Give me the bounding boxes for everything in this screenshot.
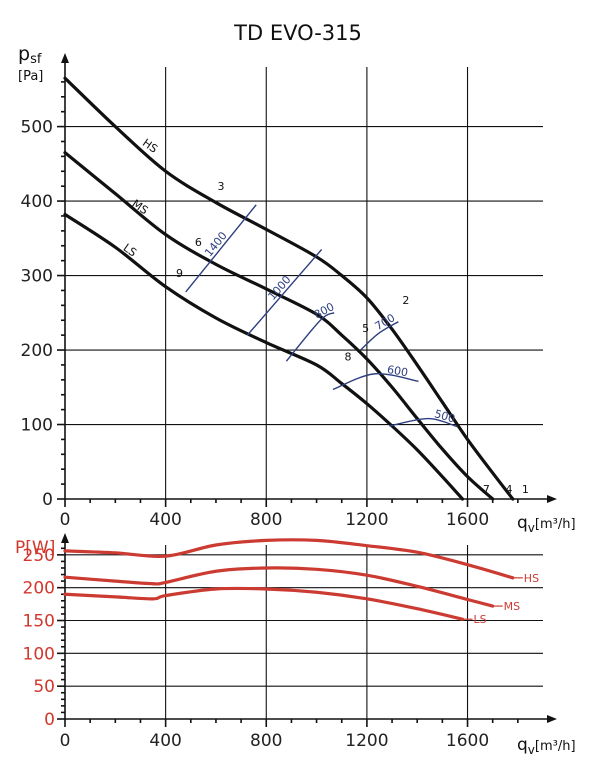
main-xtick-label: 1600 — [446, 510, 489, 530]
main-x-axis-arrow — [547, 495, 557, 503]
pressure-curve-ms — [63, 151, 495, 501]
power-curve-ls — [63, 586, 465, 621]
power-xtick-label: 1200 — [345, 731, 388, 751]
power-curve-hs — [63, 538, 515, 580]
iso-label-600: 600 — [386, 363, 409, 379]
main-grid — [57, 53, 557, 507]
point-label: 1 — [522, 483, 529, 496]
point-label: 6 — [195, 236, 202, 249]
main-xlabel: qv[m³/h] — [517, 513, 576, 535]
power-ytick-label: 250 — [23, 546, 55, 566]
main-xlabel-unit: [m³/h] — [535, 517, 576, 532]
power-ytick-label: 100 — [23, 644, 55, 664]
power-series-label-ls: LS — [473, 613, 486, 626]
power-xlabel: qv[m³/h] — [517, 735, 576, 757]
series-label-ms: MS — [129, 197, 150, 217]
iso-line-1400 — [185, 204, 257, 293]
main-ytick-label: 400 — [21, 192, 53, 212]
main-ylabel: psf [Pa] — [18, 43, 43, 84]
power-ylabel: P[W] — [15, 538, 55, 558]
point-label: 9 — [176, 267, 183, 280]
main-xlabel-sub: v — [528, 521, 535, 535]
power-xtick-label: 0 — [60, 731, 71, 751]
power-ytick-label: 200 — [23, 579, 55, 599]
power-grid — [57, 533, 557, 727]
iso-line-600 — [332, 373, 419, 391]
main-ytick-label: 200 — [21, 341, 53, 361]
main-ytick-label: 500 — [21, 118, 53, 138]
power-xlabel-main: q — [517, 735, 528, 755]
main-y-axis-arrow — [61, 53, 69, 63]
main-axis-ticks: 0 400 800 1200 1600 0 100 200 300 400 500 — [21, 118, 490, 530]
power-y-axis-arrow — [61, 533, 69, 543]
power-xlabel-sub: v — [528, 743, 535, 757]
power-ytick-label: 150 — [23, 612, 55, 632]
point-label: 5 — [362, 322, 369, 335]
pressure-curve-hs — [63, 76, 515, 501]
main-xtick-label: 0 — [60, 510, 71, 530]
power-axis-ticks: 0 400 800 1200 1600 0 50 100 150 200 250 — [23, 546, 490, 751]
point-label: 7 — [483, 483, 490, 496]
pressure-curve-ls — [63, 212, 465, 501]
main-xtick-label: 400 — [149, 510, 181, 530]
power-curves: HS MS LS — [63, 538, 539, 626]
power-x-axis-arrow — [547, 715, 557, 723]
main-ylabel-unit: [Pa] — [18, 69, 43, 84]
svg-text:qv[m³/h]: qv[m³/h] — [517, 513, 576, 535]
point-label: 2 — [402, 294, 409, 307]
power-xtick-label: 1600 — [446, 731, 489, 751]
iso-line-500 — [389, 417, 458, 428]
point-label: 4 — [506, 483, 513, 496]
series-label-ls: LS — [121, 241, 139, 259]
power-xtick-label: 400 — [149, 731, 181, 751]
main-xtick-label: 1200 — [345, 510, 388, 530]
power-xlabel-unit: [m³/h] — [535, 739, 576, 754]
power-xtick-label: 800 — [250, 731, 282, 751]
point-label: 3 — [217, 180, 224, 193]
svg-text:qv[m³/h]: qv[m³/h] — [517, 735, 576, 757]
main-ylabel-main: p — [18, 43, 30, 65]
chart-title: TD EVO-315 — [233, 21, 362, 45]
iso-label-500: 500 — [433, 407, 457, 425]
main-ytick-label: 300 — [21, 267, 53, 287]
main-xlabel-main: q — [517, 513, 528, 533]
main-ytick-label: 0 — [42, 490, 53, 510]
main-ytick-label: 100 — [21, 416, 53, 436]
main-ylabel-sub: sf — [30, 52, 42, 67]
power-ytick-label: 0 — [44, 710, 55, 730]
iso-line-1000 — [246, 249, 323, 336]
svg-text:psf: psf — [18, 43, 42, 67]
iso-line-700 — [360, 321, 399, 351]
iso-line-800 — [285, 312, 335, 362]
power-ytick-label: 50 — [33, 677, 55, 697]
power-curve-ms — [63, 566, 495, 608]
point-label: 8 — [345, 350, 352, 363]
power-series-label-ms: MS — [504, 600, 520, 613]
main-xtick-label: 800 — [250, 510, 282, 530]
power-series-label-hs: HS — [524, 572, 539, 585]
